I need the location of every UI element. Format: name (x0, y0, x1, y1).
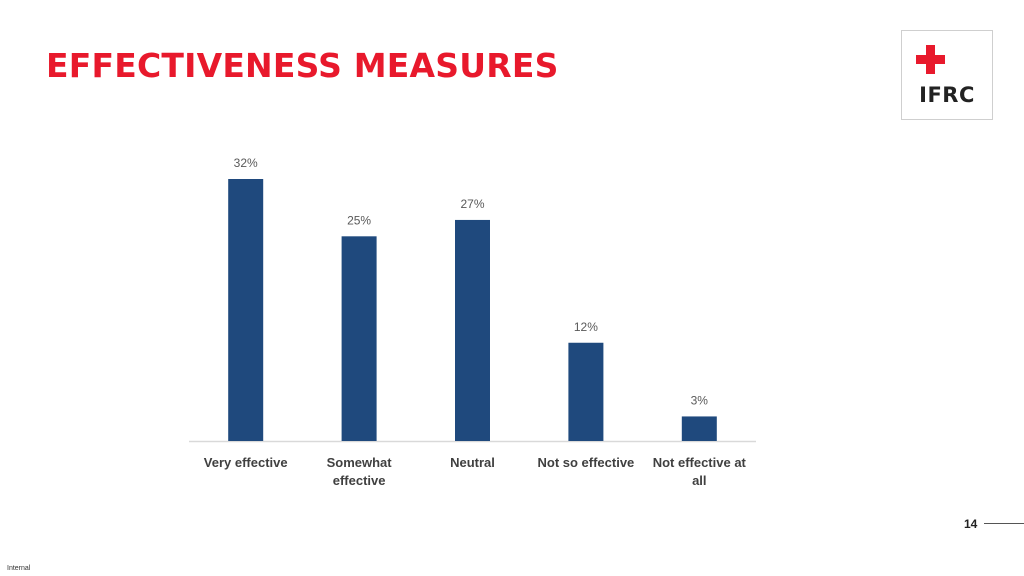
page-number-line (984, 523, 1024, 524)
bar (455, 219, 490, 441)
category-label: all (692, 473, 706, 488)
data-label: 12% (574, 320, 598, 334)
page-number: 14 (964, 517, 978, 531)
data-label: 32% (234, 156, 258, 170)
category-label: effective (333, 473, 386, 488)
classification-label: Internal (7, 565, 31, 572)
bar (228, 179, 264, 441)
logo-text: IFRC (919, 83, 975, 107)
red-cross-icon (916, 45, 945, 74)
bar (341, 236, 377, 441)
category-label: Not effective at (653, 455, 747, 470)
category-label: Somewhat (327, 455, 393, 470)
data-label: 27% (460, 197, 484, 211)
category-label: Not so effective (537, 455, 634, 470)
data-label: 3% (691, 393, 709, 407)
slide-title: EFFECTIVENESS MEASURES (46, 46, 559, 85)
ifrc-logo: IFRC (901, 30, 993, 120)
data-label: 25% (347, 213, 371, 227)
bar (568, 342, 604, 441)
category-label: Very effective (204, 455, 288, 470)
category-label: Neutral (450, 455, 495, 470)
bar (681, 416, 717, 441)
